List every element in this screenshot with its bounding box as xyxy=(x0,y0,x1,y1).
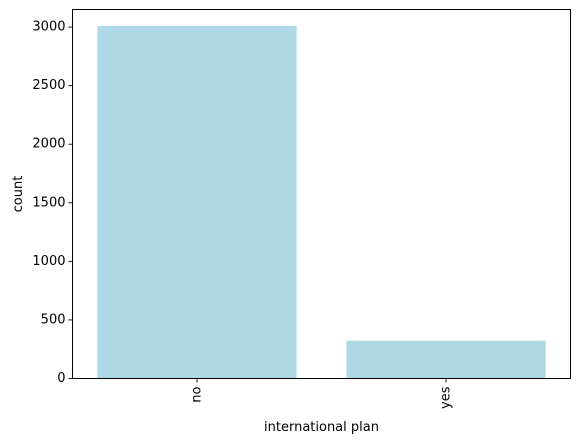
y-tick-label: 2000 xyxy=(32,137,65,152)
y-tick-label: 1500 xyxy=(32,195,65,210)
y-tick-label: 2500 xyxy=(32,78,65,93)
x-axis-label: international plan xyxy=(264,420,379,435)
bars xyxy=(97,25,546,379)
y-tick-label: 1000 xyxy=(32,254,65,269)
x-axis: no yes xyxy=(190,378,454,409)
y-tick-label: 0 xyxy=(57,371,65,386)
x-tick-label-no: no xyxy=(190,386,205,402)
y-axis: 0 500 1000 1500 2000 2500 3000 xyxy=(32,20,73,386)
y-axis-label: count xyxy=(11,176,26,213)
bar-yes xyxy=(346,340,546,379)
bar-no xyxy=(97,25,297,379)
plot-frame xyxy=(72,9,571,379)
y-tick-label: 3000 xyxy=(32,20,65,35)
x-tick-label-yes: yes xyxy=(439,386,454,409)
y-tick-label: 500 xyxy=(41,312,66,327)
